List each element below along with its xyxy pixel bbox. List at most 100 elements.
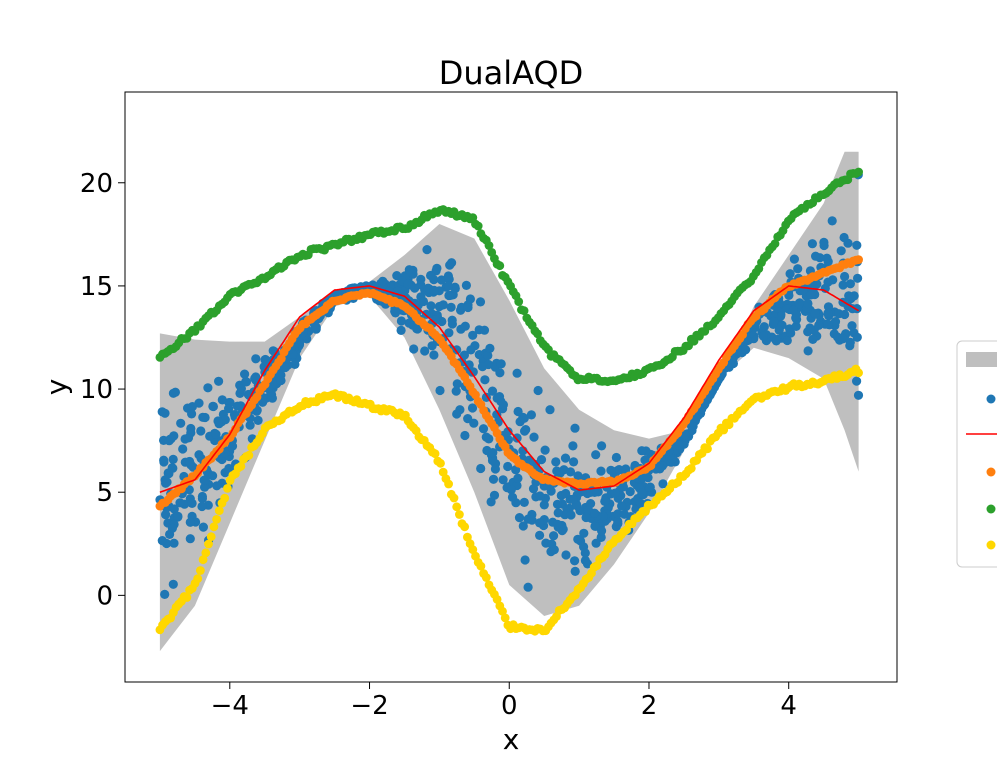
sample-point [399,286,410,296]
lower-bound-point [468,545,478,554]
sample-point [769,316,779,327]
sample-point [460,430,470,441]
sample-point [597,441,607,451]
sample-point [446,302,456,312]
sample-point [513,473,523,483]
sample-point [808,334,818,344]
sample-point [611,452,622,463]
sample-point [819,240,829,251]
sample-point [803,346,813,356]
sample-point [814,320,824,330]
sample-point [552,519,563,529]
sample-point [645,482,655,492]
sample-point [573,471,583,481]
sample-point [280,362,290,373]
sample-point [853,273,863,283]
sample-point [169,504,179,514]
upper-bound-point [519,306,529,316]
sample-point [782,335,792,346]
sample-point [570,566,580,577]
sample-point [262,356,272,366]
sample-point [220,415,230,425]
sample-point [674,440,684,450]
sample-point [170,387,180,397]
sample-point [823,308,833,318]
sample-point [185,534,195,544]
lower-bound-point [719,425,729,435]
sample-point [421,309,431,319]
sample-point [619,509,630,519]
sample-point [185,517,195,527]
sample-point [203,383,213,393]
lower-bound-point [500,613,510,623]
sample-point [404,318,414,328]
sample-point [566,510,576,520]
sample-point [186,423,196,434]
sample-point [512,368,522,378]
y-tick-label: 0 [96,581,113,611]
sample-point [396,316,406,326]
sample-point [788,305,799,315]
lower-bound-point [196,566,205,575]
lower-bound-point [223,484,232,493]
lower-bound-point [236,461,246,471]
sample-point [444,274,454,284]
sample-point [806,290,816,300]
sample-point [845,337,855,347]
y-axis-ticks: 0 5 10 15 20 [80,169,125,611]
sample-point [640,455,650,465]
sample-point [447,315,457,325]
sample-point [460,321,470,331]
lower-bound-point [444,479,453,489]
sample-point [581,512,591,523]
sample-point [503,461,513,472]
plot-area [155,151,864,652]
sample-point [533,385,543,396]
prediction-point [854,255,863,264]
sample-point [840,309,850,320]
sample-point [549,531,559,541]
prediction-interval-band [159,151,859,652]
lower-bound-point [455,510,464,519]
sample-point [643,473,653,483]
lower-bound-point [436,458,445,468]
sample-point [253,415,263,425]
legend [956,340,997,568]
sample-point [617,501,627,511]
upper-bound-points [155,167,863,387]
upper-bound-point [514,297,524,306]
legend-upper-marker [986,504,996,514]
sample-point [168,454,178,464]
sample-point [160,589,170,600]
sample-point [276,375,286,386]
lower-bound-point [438,467,448,477]
sample-point [492,410,502,420]
sample-point [437,275,447,285]
sample-point [655,463,665,473]
lower-bound-point [854,368,863,378]
sample-point [452,379,462,389]
sample-point [793,264,803,274]
sample-point [741,345,751,355]
sample-point [827,216,837,226]
lower-bound-point [214,506,224,516]
sample-point [488,474,499,484]
sample-point [459,350,469,360]
sample-point [506,485,516,495]
sample-point [495,368,505,378]
sample-point [774,325,784,335]
sample-point [443,281,454,291]
sample-point [169,538,179,548]
sample-point [429,285,439,295]
sample-point [691,413,701,423]
sample-point [758,331,769,341]
sample-point [823,302,834,312]
sample-point [426,301,436,311]
sample-point [161,509,171,520]
sample-point [613,516,623,527]
sample-point [476,463,486,474]
sample-point [527,515,537,525]
x-tick-label: −2 [350,691,388,721]
sample-point [183,433,194,443]
